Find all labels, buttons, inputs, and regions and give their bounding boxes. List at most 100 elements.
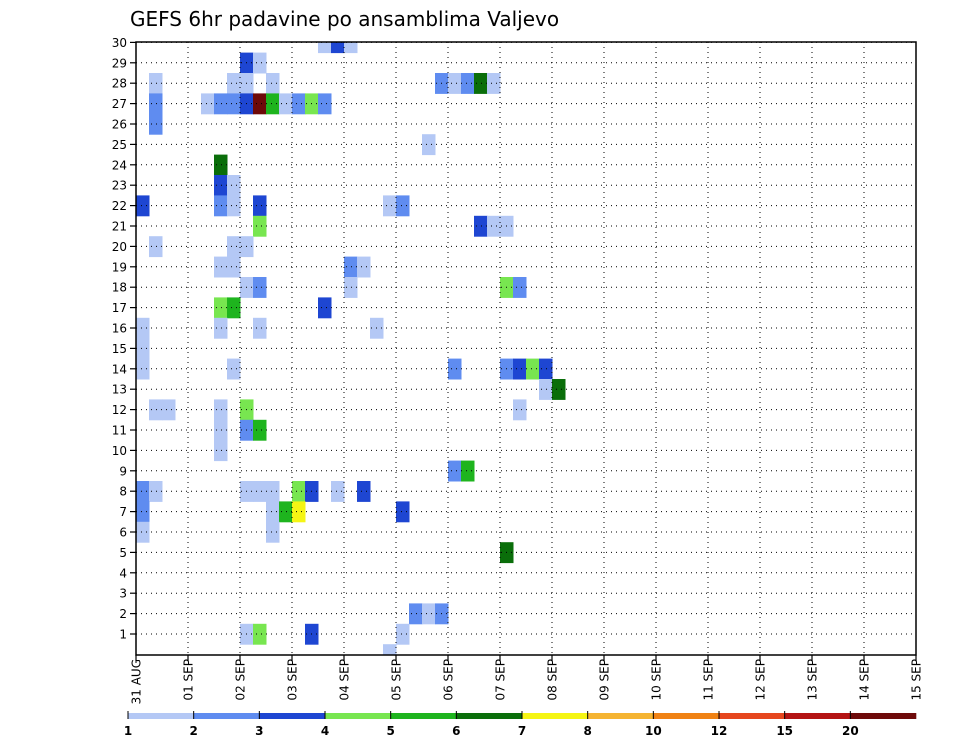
colorbar-swatch <box>259 713 326 719</box>
precip-cell <box>357 256 371 278</box>
colorbar-swatch <box>522 713 588 719</box>
precip-cell <box>422 134 436 156</box>
colorbar-swatch <box>653 713 720 719</box>
x-tick-label: 31 AUG <box>130 659 144 704</box>
precip-cell <box>279 501 293 523</box>
precip-cell <box>513 358 527 380</box>
precip-cell <box>136 317 150 339</box>
precip-cell <box>253 481 267 502</box>
precip-cell <box>552 379 566 400</box>
precip-cell <box>136 521 150 543</box>
precip-cell <box>292 501 306 523</box>
colorbar-swatch <box>784 713 851 719</box>
precip-cell <box>253 93 267 115</box>
precip-cell <box>318 42 332 54</box>
precip-cell <box>214 297 228 319</box>
precip-cell <box>383 644 397 656</box>
precip-cell <box>214 256 228 278</box>
precip-cell <box>344 42 358 54</box>
y-tick-label: 15 <box>112 342 127 356</box>
precip-cell <box>214 317 228 339</box>
y-tick-label: 11 <box>112 424 127 438</box>
y-tick-label: 22 <box>112 199 127 213</box>
precip-cell <box>422 603 436 625</box>
x-tick-label: 04 SEP <box>338 659 352 701</box>
colorbar-label: 10 <box>645 724 662 738</box>
x-tick-label: 09 SEP <box>598 659 612 701</box>
y-tick-label: 4 <box>119 566 127 580</box>
colorbar-label: 6 <box>452 724 460 738</box>
colorbar-swatch <box>850 713 917 719</box>
x-tick-label: 15 SEP <box>910 659 924 701</box>
precip-cell <box>227 297 241 319</box>
precip-cell <box>396 195 410 217</box>
colorbar-swatch <box>128 713 194 719</box>
precip-cell <box>227 358 241 380</box>
y-tick-label: 26 <box>112 118 127 132</box>
precip-cell <box>396 623 410 645</box>
y-tick-label: 12 <box>112 403 127 417</box>
x-tick-label: 07 SEP <box>494 659 508 701</box>
y-tick-label: 28 <box>112 77 127 91</box>
y-tick-label: 24 <box>112 158 127 172</box>
precip-cell <box>344 256 358 278</box>
precip-cell <box>214 93 228 115</box>
precip-cell <box>266 73 280 94</box>
x-tick-label: 10 SEP <box>650 659 664 701</box>
precip-cell <box>513 277 527 298</box>
precip-cell <box>448 460 462 482</box>
precip-cell <box>227 195 241 217</box>
x-tick-label: 06 SEP <box>442 659 456 701</box>
colorbar-label: 2 <box>189 724 197 738</box>
precip-cell <box>461 73 475 94</box>
precip-cell <box>383 195 397 217</box>
colorbar-swatch <box>390 713 457 719</box>
precip-cell <box>149 481 163 502</box>
precip-cell <box>227 93 241 115</box>
colorbar-label: 20 <box>842 724 859 738</box>
precip-cell <box>149 236 163 258</box>
grid-lines <box>136 41 916 655</box>
precip-cell <box>331 42 345 54</box>
y-tick-label: 10 <box>112 444 127 458</box>
y-tick-label: 16 <box>112 322 127 336</box>
precip-cell <box>253 52 267 74</box>
y-tick-label: 21 <box>112 220 127 234</box>
precip-cell <box>136 481 150 502</box>
precip-cell <box>214 419 228 441</box>
precip-cell <box>331 481 345 502</box>
precip-cell <box>292 481 306 502</box>
y-tick-label: 19 <box>112 260 127 274</box>
precip-cell <box>357 481 371 502</box>
precip-cell <box>162 399 176 421</box>
precip-cell <box>149 73 163 94</box>
precip-cell <box>253 195 267 217</box>
precip-cell <box>539 358 553 380</box>
precip-cell <box>409 603 423 625</box>
precip-cell <box>448 358 462 380</box>
precip-cell <box>526 358 540 380</box>
precip-cell <box>214 195 228 217</box>
colorbar-swatch <box>456 713 523 719</box>
y-tick-label: 18 <box>112 281 127 295</box>
x-tick-label: 08 SEP <box>546 659 560 701</box>
x-tick-label: 13 SEP <box>806 659 820 701</box>
colorbar-swatch <box>587 713 654 719</box>
precip-cell <box>474 73 488 94</box>
precip-cell <box>474 215 488 237</box>
precip-cell <box>318 297 332 319</box>
precip-cell <box>487 73 501 94</box>
x-tick-label: 05 SEP <box>390 659 404 701</box>
x-tick-label: 01 SEP <box>182 659 196 701</box>
precip-cell <box>487 215 501 237</box>
x-axis-ticks: 31 AUG 01 SEP 02 SEP 03 SEP 04 SEP 05 SEP 06 S… <box>130 655 924 704</box>
precip-cell <box>214 440 228 462</box>
colorbar-swatch <box>193 713 260 719</box>
y-tick-label: 23 <box>112 179 127 193</box>
precip-cell <box>253 623 267 645</box>
precip-cell <box>149 93 163 115</box>
precip-cell <box>201 93 215 115</box>
x-tick-label: 11 SEP <box>702 659 716 701</box>
precip-cell <box>136 195 150 217</box>
